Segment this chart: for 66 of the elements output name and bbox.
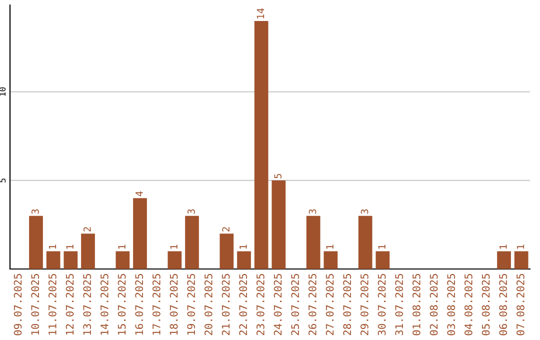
data-label: 1 (240, 244, 247, 249)
bar (220, 234, 234, 269)
x-tick-label: 23.07.2025 (256, 274, 264, 336)
x-tick-label: 20.07.2025 (204, 274, 212, 336)
x-tick-label: 02.08.2025 (430, 274, 438, 336)
bar (306, 216, 320, 269)
data-label: 2 (83, 227, 91, 232)
bar (46, 251, 60, 269)
data-label: 1 (500, 244, 507, 249)
x-tick-label: 03.08.2025 (447, 274, 456, 336)
x-tick-label: 18.07.2025 (170, 274, 178, 335)
bar (81, 234, 95, 269)
bar (237, 251, 251, 269)
x-tick-label: 06.08.2025 (499, 274, 508, 336)
x-tick-label: 24.07.2025 (274, 274, 282, 336)
data-label: 1 (170, 244, 178, 249)
data-label: 1 (48, 244, 56, 249)
bar (358, 216, 372, 269)
data-label: 3 (187, 209, 195, 214)
x-tick-label: 26.07.2025 (308, 274, 316, 336)
x-tick-label: 27.07.2025 (326, 274, 334, 336)
data-label: 2 (222, 227, 230, 232)
data-label: 5 (274, 174, 282, 178)
x-tick-label: 30.07.2025 (378, 274, 386, 336)
bar (497, 251, 511, 269)
data-label: 1 (326, 244, 334, 249)
x-tick-label: 15.07.2025 (118, 274, 126, 335)
bar (29, 216, 43, 269)
data-label: 1 (378, 244, 386, 249)
bar (254, 20, 268, 269)
bar (376, 251, 390, 269)
data-label: 1 (118, 244, 126, 249)
data-label: 4 (136, 191, 143, 196)
bar (133, 198, 147, 269)
x-tick-label: 09.07.2025 (14, 274, 22, 336)
x-tick-label: 12.07.2025 (66, 274, 74, 335)
x-tick-label: 22.07.2025 (239, 274, 248, 336)
x-tick-label: 10.07.2025 (31, 274, 40, 335)
bar (185, 216, 199, 269)
data-label: 1 (516, 244, 524, 249)
x-tick-label: 17.07.2025 (152, 274, 160, 335)
data-label: 3 (360, 209, 368, 214)
x-tick-label: 19.07.2025 (187, 274, 196, 335)
x-tick-label: 16.07.2025 (135, 274, 144, 335)
x-tick-label: 28.07.2025 (343, 274, 352, 336)
x-tick-label: 29.07.2025 (360, 274, 368, 336)
bar (272, 180, 286, 269)
data-label: 3 (31, 209, 39, 214)
x-tick-label: 04.08.2025 (464, 274, 472, 336)
x-tick-label: 13.07.2025 (83, 274, 92, 335)
data-label: 1 (66, 244, 74, 249)
x-tick-label: 05.08.2025 (482, 274, 490, 336)
x-tick-label: 31.07.2025 (395, 274, 404, 336)
bar (324, 251, 338, 269)
bar (168, 251, 182, 269)
x-tick-label: 14.07.2025 (100, 274, 108, 335)
bar (514, 251, 528, 269)
x-tick-label: 21.07.2025 (222, 274, 230, 336)
bar (116, 251, 130, 269)
x-tick-label: 11.07.2025 (48, 274, 56, 335)
data-label: 3 (308, 209, 316, 214)
x-tick-label: 25.07.2025 (291, 274, 300, 336)
data-label: 14 (256, 8, 264, 18)
x-tick-label: 01.08.2025 (412, 274, 420, 336)
bar (64, 251, 78, 269)
x-tick-label: 07.08.2025 (516, 274, 524, 336)
